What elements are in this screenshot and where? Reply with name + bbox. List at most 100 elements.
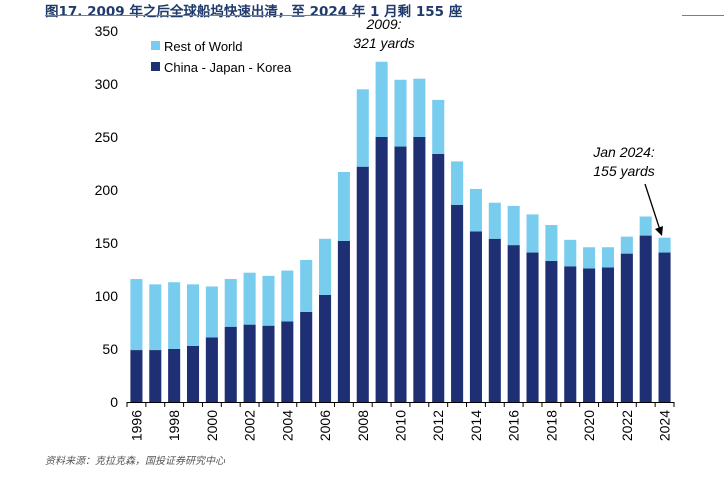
bar-china-japan-korea [469, 231, 482, 402]
legend-swatch-china-japan-korea [151, 62, 160, 71]
bar-china-japan-korea [488, 238, 501, 402]
figure-title: 图17. 2009 年之后全球船坞快速出清，至 2024 年 1 月剩 155 … [45, 4, 463, 20]
title-rule-left [45, 15, 355, 16]
y-tick-label: 0 [110, 394, 118, 410]
y-tick-label: 250 [95, 129, 119, 145]
annotation-arrow-line [644, 183, 661, 231]
bar-china-japan-korea [583, 268, 596, 402]
source-note: 资料来源：克拉克森，国投证券研究中心 [45, 456, 225, 467]
bar-rest-of-world [394, 79, 407, 147]
bar-rest-of-world [432, 99, 445, 154]
bar-china-japan-korea [432, 153, 445, 402]
bar-china-japan-korea [243, 324, 256, 402]
bar-rest-of-world [149, 284, 162, 351]
y-tick-label: 300 [95, 76, 119, 92]
bar-china-japan-korea [564, 266, 577, 402]
bar-rest-of-world [451, 161, 464, 205]
annotation-peak-value: 321 yards [353, 35, 414, 51]
bar-china-japan-korea [526, 252, 539, 402]
bar-rest-of-world [319, 238, 332, 295]
bar-china-japan-korea [375, 137, 388, 402]
bar-china-japan-korea [319, 294, 332, 402]
annotation-latest-date: Jan 2024: [592, 144, 655, 160]
bar-rest-of-world [564, 239, 577, 267]
y-axis: 0 50 100 150 200 250 300 350 [95, 23, 119, 410]
bar-china-japan-korea [507, 245, 520, 402]
legend-label-china-japan-korea: China - Japan - Korea [164, 60, 292, 75]
bar-rest-of-world [205, 286, 218, 338]
x-tick-label: 2018 [543, 410, 559, 441]
legend: Rest of World China - Japan - Korea [151, 39, 292, 75]
bar-rest-of-world [262, 275, 275, 326]
x-tick-label: 1996 [128, 410, 144, 441]
y-tick-label: 150 [95, 235, 119, 251]
x-tick-label: 2020 [581, 410, 597, 441]
bar-china-japan-korea [356, 166, 369, 402]
x-tick-label: 2004 [279, 410, 295, 441]
annotation-latest-value: 155 yards [593, 163, 654, 179]
y-tick-label: 200 [95, 182, 119, 198]
bar-china-japan-korea [639, 235, 652, 402]
x-tick-label: 2000 [204, 410, 220, 441]
bar-rest-of-world [243, 272, 256, 325]
x-tick-label: 2022 [619, 410, 635, 441]
title-rule-right [682, 15, 724, 16]
bar-china-japan-korea [601, 267, 615, 402]
legend-label-rest-of-world: Rest of World [164, 39, 243, 54]
bar-china-japan-korea [394, 146, 407, 402]
bar-rest-of-world [356, 89, 369, 167]
x-tick-label: 2008 [355, 410, 371, 441]
annotation-arrow-head [655, 226, 663, 236]
y-tick-label: 50 [102, 341, 118, 357]
bar-rest-of-world [186, 284, 200, 346]
bar-china-japan-korea [658, 252, 671, 402]
x-tick-label: 2014 [468, 410, 484, 441]
x-tick-label: 2024 [657, 410, 673, 441]
bar-china-japan-korea [168, 349, 181, 402]
bar-china-japan-korea [451, 204, 464, 402]
y-tick-label: 350 [95, 23, 119, 39]
bar-rest-of-world [130, 279, 143, 351]
x-tick-label: 2002 [242, 410, 258, 441]
bar-china-japan-korea [205, 337, 218, 402]
bar-rest-of-world [639, 216, 652, 236]
bar-rest-of-world [413, 78, 426, 137]
bar-rest-of-world [526, 214, 539, 253]
x-tick-label: 2010 [393, 410, 409, 441]
bar-rest-of-world [337, 171, 350, 241]
bar-china-japan-korea [337, 240, 350, 402]
bar-china-japan-korea [620, 253, 633, 402]
bar-rest-of-world [658, 237, 671, 253]
bar-rest-of-world [488, 202, 501, 239]
x-tick-label: 1998 [166, 410, 182, 441]
bar-china-japan-korea [149, 350, 162, 402]
bar-china-japan-korea [130, 350, 143, 402]
bars-group [130, 61, 671, 402]
x-tick-label: 2016 [506, 410, 522, 441]
bar-china-japan-korea [262, 325, 275, 402]
bar-china-japan-korea [186, 345, 200, 402]
bar-china-japan-korea [413, 137, 426, 402]
x-tick-label: 2006 [317, 410, 333, 441]
y-tick-label: 100 [95, 288, 119, 304]
x-tick-label: 2012 [430, 410, 446, 441]
bar-rest-of-world [168, 282, 181, 349]
bar-rest-of-world [224, 279, 237, 327]
bar-china-japan-korea [281, 321, 294, 402]
bar-china-japan-korea [545, 261, 558, 402]
bar-china-japan-korea [224, 326, 237, 402]
bar-rest-of-world [507, 205, 520, 246]
annotation-peak-year: 2009: [365, 16, 401, 32]
bar-rest-of-world [545, 224, 558, 262]
bar-china-japan-korea [300, 311, 313, 402]
bar-rest-of-world [375, 61, 388, 137]
bar-rest-of-world [620, 236, 633, 254]
legend-swatch-rest-of-world [151, 41, 160, 50]
bar-rest-of-world [601, 247, 615, 268]
x-axis: 1996 1998 2000 2002 2004 2006 2008 2010 2012 2014… [126, 402, 675, 441]
bar-rest-of-world [300, 259, 313, 312]
bar-rest-of-world [281, 270, 294, 322]
bar-rest-of-world [469, 188, 482, 232]
bar-rest-of-world [583, 247, 596, 269]
